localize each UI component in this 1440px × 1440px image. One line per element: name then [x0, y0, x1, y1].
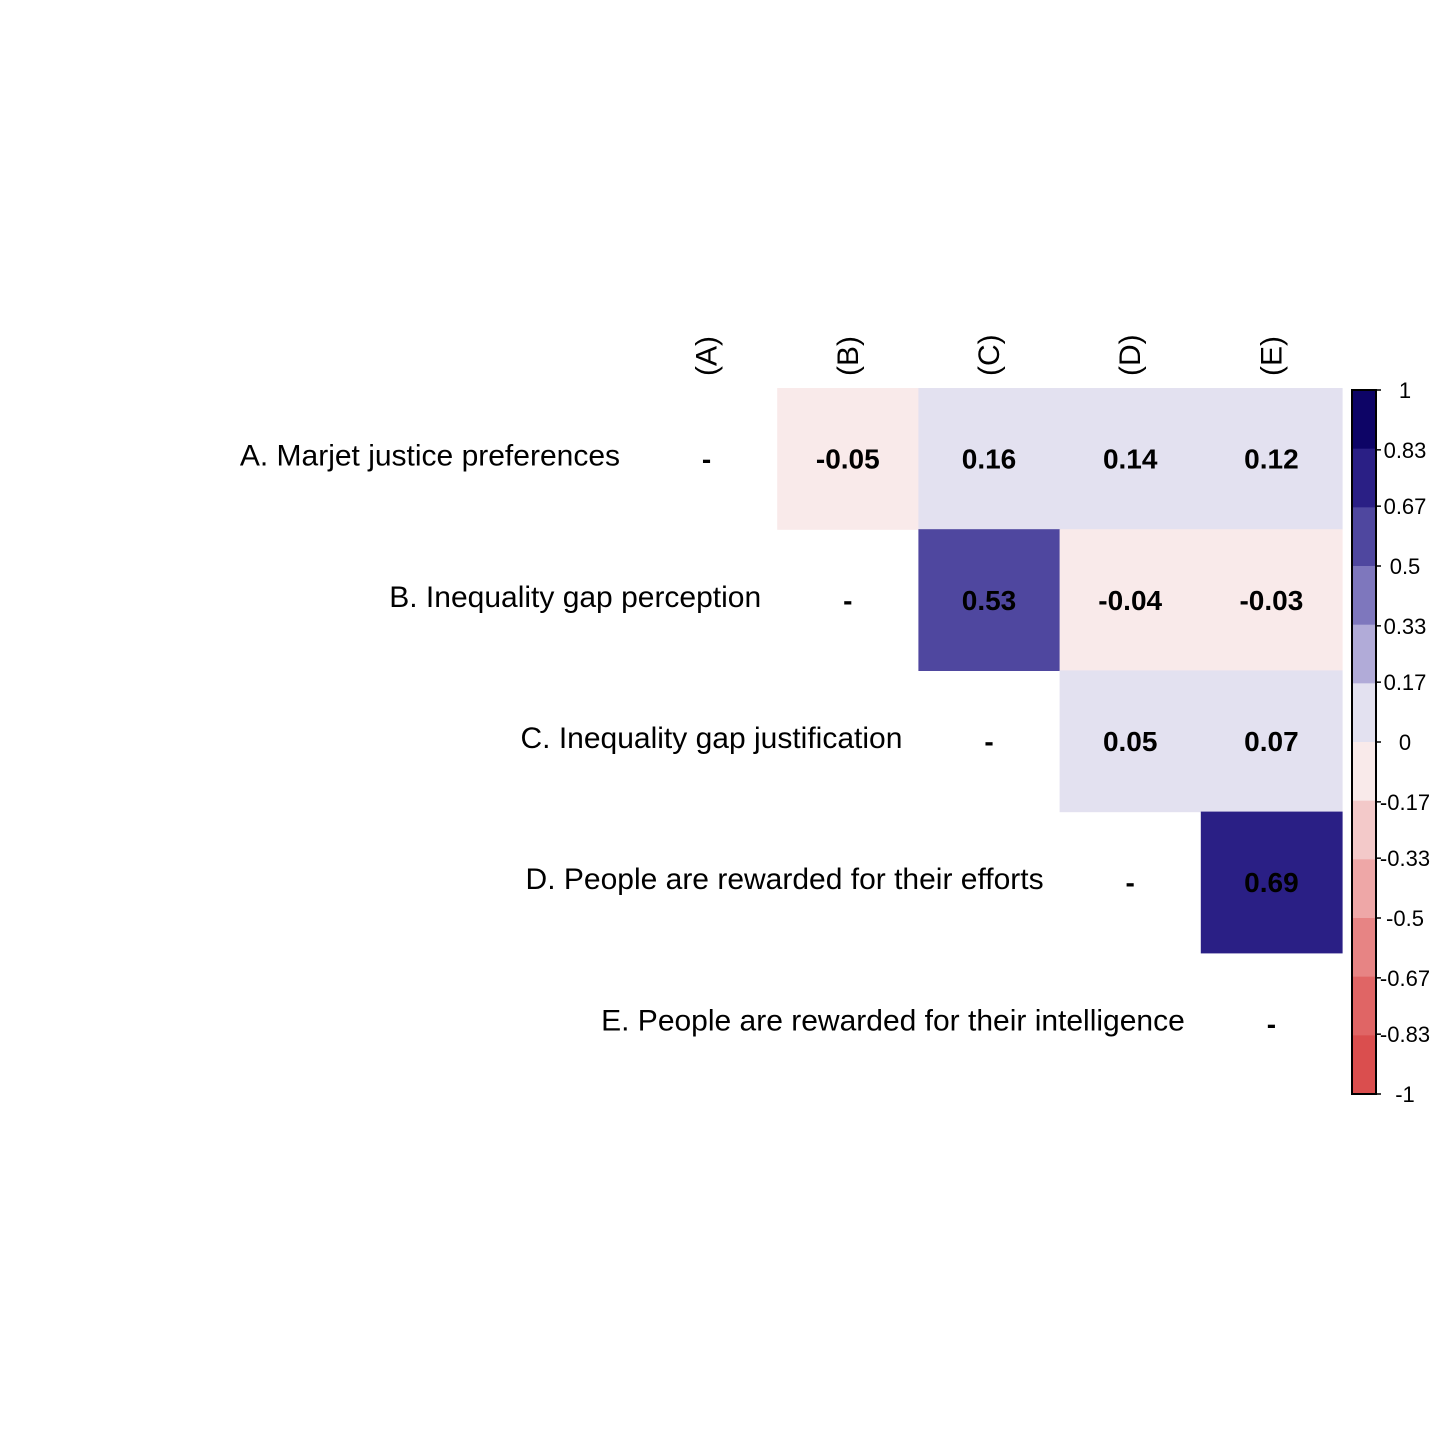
cell-value-label: 0.53: [962, 585, 1017, 616]
row-label: D. People are rewarded for their efforts: [526, 863, 1044, 896]
heatmap-cells: [777, 388, 1343, 954]
heatmap-cell: [1200, 388, 1343, 530]
color-scale-tick-label: -1: [1395, 1082, 1415, 1107]
cell-value-label: 0.12: [1244, 444, 1299, 475]
row-label: E. People are rewarded for their intelli…: [601, 1004, 1185, 1037]
color-scale-bin: [1352, 976, 1376, 1036]
column-label: (D): [1114, 334, 1147, 376]
diagonal-dash: -: [1126, 867, 1135, 898]
row-labels: A. Marjet justice preferences B. Inequali…: [240, 440, 1185, 1038]
heatmap-cell: [1059, 388, 1202, 530]
color-scale-bin: [1352, 507, 1376, 567]
cell-value-label: -0.03: [1239, 585, 1303, 616]
color-scale-bin: [1352, 448, 1376, 508]
heatmap-cell: [1059, 529, 1202, 671]
diagonal-dash: -: [843, 585, 852, 616]
color-scale-bin: [1352, 390, 1376, 450]
color-scale-tick-label: -0.83: [1380, 1022, 1430, 1047]
cell-value-label: 0.05: [1103, 726, 1158, 757]
color-scale-tick-label: 0.67: [1384, 494, 1427, 519]
color-scale-tick-label: -0.5: [1386, 906, 1424, 931]
color-scale-tick-label: 0.83: [1384, 438, 1427, 463]
cell-value-label: -0.04: [1098, 585, 1162, 616]
row-label: B. Inequality gap perception: [389, 581, 761, 614]
color-scale-tick-label: -0.33: [1380, 846, 1430, 871]
heatmap-cell: [1200, 670, 1343, 813]
diagonal-dash: -: [702, 444, 711, 475]
diagonal-dash: -: [984, 726, 993, 757]
color-scale-tick-label: -0.67: [1380, 966, 1430, 991]
color-scale-bin: [1352, 683, 1376, 743]
heatmap-cell: [1200, 529, 1343, 671]
column-label: (A): [691, 336, 724, 376]
color-scale-tick-label: 0: [1399, 730, 1411, 755]
row-label: A. Marjet justice preferences: [240, 440, 620, 473]
heatmap-cell: [1059, 670, 1202, 813]
color-scale-tick-label: 0.5: [1390, 554, 1421, 579]
color-scale-legend: 1 0.83 0.67 0.5 0.33 0.17 0 -0.17 -0.33 -0.5 -0.67…: [1351, 378, 1430, 1107]
color-scale-bin: [1352, 566, 1376, 626]
color-scale-bin: [1352, 918, 1376, 978]
column-label: (B): [832, 336, 865, 376]
color-scale-tick-label: 0.17: [1384, 670, 1427, 695]
diagonal-dash: -: [1267, 1008, 1276, 1039]
column-label: (C): [973, 334, 1006, 376]
heatmap-cell: [918, 388, 1061, 530]
cell-value-label: 0.16: [962, 444, 1017, 475]
color-scale-bin: [1352, 800, 1376, 860]
column-labels: (A) (B) (C) (D) (E): [691, 334, 1289, 376]
heatmap-cell-labels: - -0.05 0.16 0.14 0.12- 0.53 -0.04 -0.03- 0.05 0.…: [702, 444, 1303, 1040]
color-scale-bin: [1352, 742, 1376, 802]
cell-value-label: 0.69: [1244, 867, 1299, 898]
cell-value-label: 0.14: [1103, 444, 1158, 475]
color-scale-bin: [1352, 1035, 1376, 1095]
column-label: (E): [1255, 336, 1288, 376]
color-scale-bin: [1352, 624, 1376, 684]
color-scale-tick-label: 0.33: [1384, 614, 1427, 639]
cell-value-label: -0.05: [816, 444, 880, 475]
cell-value-label: 0.07: [1244, 726, 1299, 757]
heatmap-cell: [918, 529, 1061, 671]
heatmap-cell: [777, 388, 919, 530]
color-scale-tick-label: -0.17: [1380, 790, 1430, 815]
heatmap-cell: [1200, 811, 1343, 954]
row-label: C. Inequality gap justification: [521, 722, 903, 755]
color-scale-tick-label: 1: [1399, 378, 1411, 403]
color-scale-bin: [1352, 859, 1376, 919]
